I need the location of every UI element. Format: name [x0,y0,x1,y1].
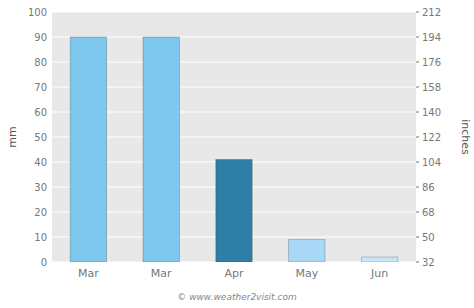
footer-annotation: © www.weather2visit.com [177,292,297,302]
y-tick-label: 90 [34,32,47,43]
y2-tick-label: 212 [422,7,441,18]
x-tick-label: Jun [370,267,388,280]
y2-tick-label: 158 [422,82,441,93]
y2-tick-label: 50 [422,232,435,243]
y2-tick [416,262,419,263]
x-tick-label: Mar [151,267,172,280]
y2-tick-label: 68 [422,207,435,218]
y-axis-label: mm [6,126,19,147]
y2-tick [416,237,419,238]
y2-tick [416,12,419,13]
bar [289,240,325,263]
y2-tick [416,162,419,163]
y2-tick-label: 86 [422,182,435,193]
y-tick-label: 60 [34,107,47,118]
y2-tick-label: 176 [422,57,441,68]
y-tick-label: 0 [41,257,47,268]
y2-tick [416,112,419,113]
y-tick-label: 70 [34,82,47,93]
x-tick-label: Mar [78,267,99,280]
chart: 0 10 20 30 40 50 60 70 80 90 100 32 50 68 86 104 122 140 1… [0,0,474,308]
bar [361,257,397,262]
bars [70,37,398,262]
y2-axis-label: inches [459,119,472,155]
x-tick-label: May [295,267,318,280]
y2-tick-label: 140 [422,107,441,118]
y-tick-label: 80 [34,57,47,68]
bar [143,37,179,262]
y-tick-label: 100 [28,7,47,18]
y2-tick-label: 104 [422,157,441,168]
y-tick-label: 40 [34,157,47,168]
y2-tick [416,212,419,213]
chart-container: 0 10 20 30 40 50 60 70 80 90 100 32 50 68 86 104 122 140 1… [0,0,474,308]
y-tick-label: 30 [34,182,47,193]
y-tick-label: 10 [34,232,47,243]
y2-tick [416,37,419,38]
bar [216,160,252,263]
y2-tick [416,187,419,188]
grid-line [52,12,416,13]
y2-tick [416,137,419,138]
y2-tick-label: 194 [422,32,441,43]
y2-tick [416,62,419,63]
y-tick-label: 50 [34,132,47,143]
plot-background [52,12,416,262]
x-tick-label: Apr [224,267,244,280]
y2-tick-label: 32 [422,257,435,268]
y2-tick-label: 122 [422,132,441,143]
y2-tick [416,87,419,88]
y-tick-label: 20 [34,207,47,218]
bar [70,37,106,262]
